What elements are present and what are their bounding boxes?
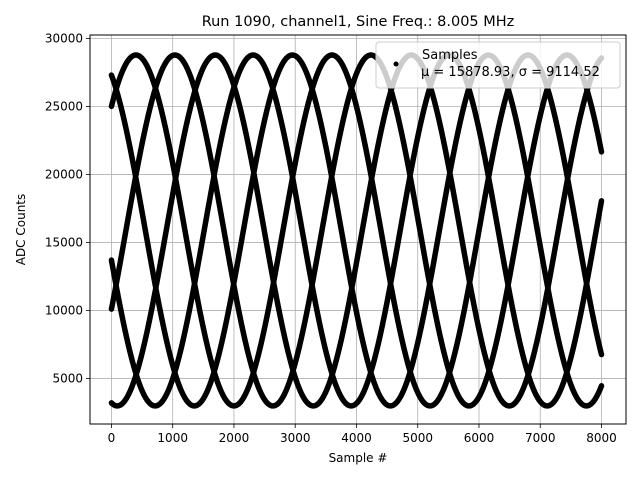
sample-curve-5 [108, 52, 605, 409]
y-tick-label: 25000 [45, 99, 83, 113]
y-tick-label: 5000 [52, 371, 83, 385]
x-tick-label: 6000 [464, 431, 495, 445]
x-tick-label: 4000 [341, 431, 372, 445]
chart-title: Run 1090, channel1, Sine Freq.: 8.005 MH… [202, 14, 515, 30]
x-tick-label: 8000 [586, 431, 617, 445]
legend-series-name: Samples [422, 48, 478, 63]
x-tick-label: 7000 [525, 431, 556, 445]
sample-curve-3 [108, 52, 605, 409]
legend-series-stats: μ = 15878.93, σ = 9114.52 [421, 65, 600, 80]
x-ticks: 0 1000 2000 3000 4000 5000 6000 7000 8000 [108, 424, 617, 445]
y-ticks: 5000 10000 15000 20000 25000 30000 [45, 31, 90, 385]
legend: Samples μ = 15878.93, σ = 9114.52 [375, 41, 621, 89]
x-tick-label: 5000 [402, 431, 433, 445]
y-tick-label: 10000 [45, 303, 83, 317]
x-tick-label: 2000 [219, 431, 250, 445]
plot-frame [89, 34, 627, 425]
y-tick-label: 30000 [45, 31, 83, 45]
x-axis-label: Sample # [329, 451, 388, 465]
series-samples [108, 52, 605, 409]
x-tick-label: 1000 [157, 431, 188, 445]
legend-box [375, 41, 621, 89]
y-axis-label: ADC Counts [14, 194, 28, 266]
y-tick-label: 20000 [45, 167, 83, 181]
y-tick-label: 15000 [45, 235, 83, 249]
sample-curve-4 [108, 52, 605, 409]
x-tick-label: 3000 [280, 431, 311, 445]
sample-curve-1 [108, 52, 605, 409]
legend-marker [393, 61, 399, 67]
x-tick-label: 0 [108, 431, 116, 445]
